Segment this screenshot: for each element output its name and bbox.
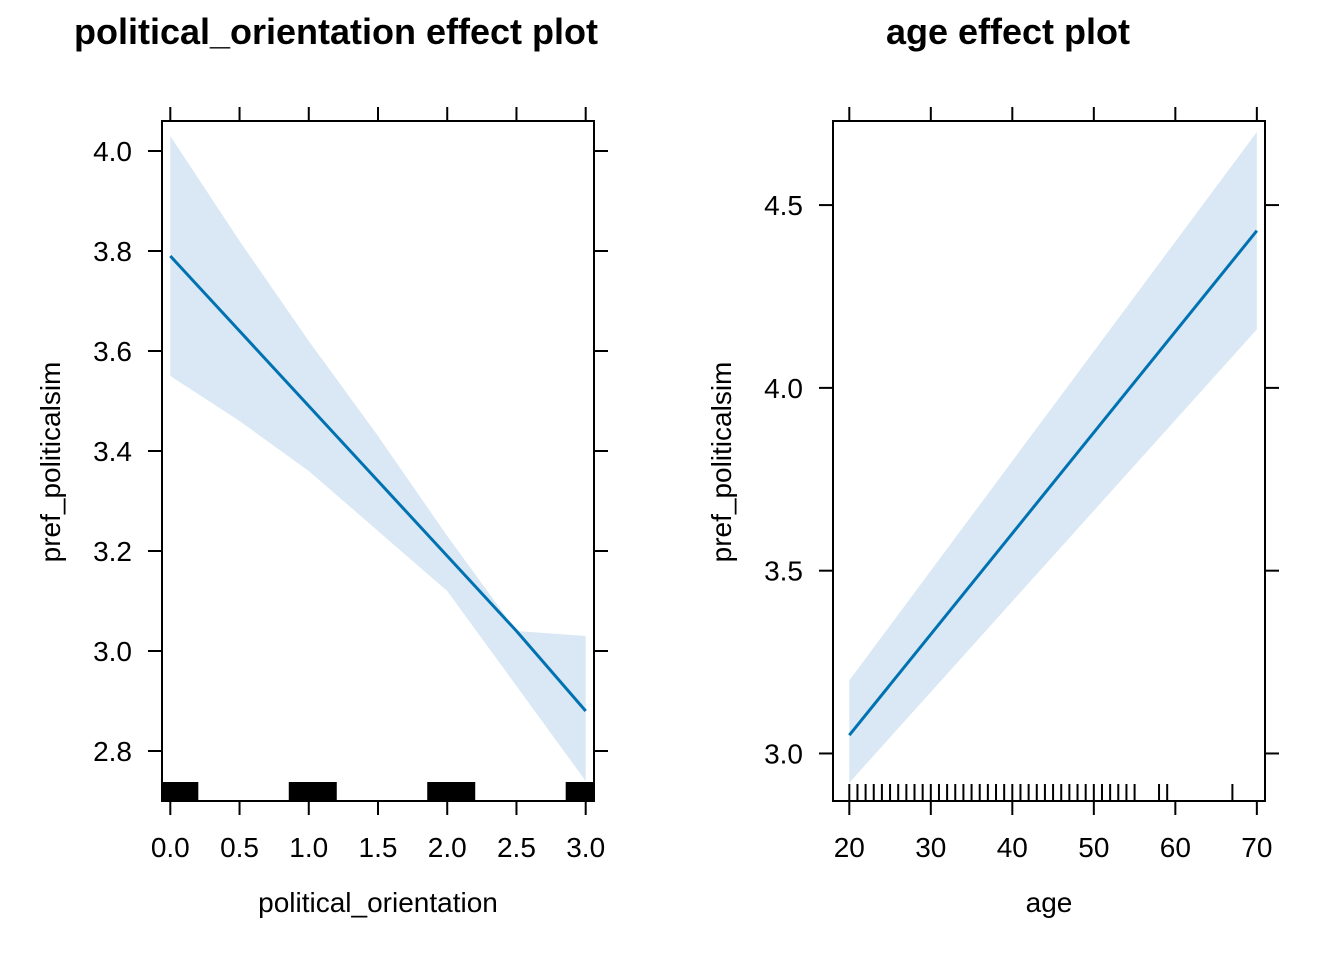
rug-mark <box>288 782 337 801</box>
plot-frame <box>832 120 1266 802</box>
age-panel: age effect plot age pref_politicalsim 20… <box>706 11 1279 918</box>
y-tick-label: 3.0 <box>764 738 803 769</box>
x-tick-label: 2.5 <box>497 832 536 863</box>
x-tick-label: 0.5 <box>220 832 259 863</box>
x-tick-label: 30 <box>915 832 946 863</box>
x-tick-label: 3.0 <box>566 832 605 863</box>
y-axis-label: pref_politicalsim <box>35 362 66 563</box>
y-tick-label: 3.8 <box>93 236 132 267</box>
effect-line <box>169 254 587 712</box>
x-tick-label: 40 <box>997 832 1028 863</box>
x-tick-label: 50 <box>1078 832 1109 863</box>
y-tick-label: 3.6 <box>93 336 132 367</box>
political-orientation-panel: political_orientation effect plot politi… <box>35 11 608 918</box>
y-tick-label: 3.0 <box>93 636 132 667</box>
rug-mark <box>427 782 476 801</box>
confidence-band <box>170 136 586 781</box>
effect-line <box>848 229 1259 737</box>
y-tick-label: 3.5 <box>764 556 803 587</box>
x-tick-label: 70 <box>1241 832 1272 863</box>
y-tick-label: 4.0 <box>764 373 803 404</box>
y-tick-label: 3.4 <box>93 436 132 467</box>
confidence-band <box>849 131 1257 783</box>
y-tick-label: 2.8 <box>93 736 132 767</box>
x-tick-label: 1.0 <box>289 832 328 863</box>
y-axis-label: pref_politicalsim <box>706 362 737 563</box>
rug-mark <box>565 782 594 801</box>
x-tick-label: 2.0 <box>428 832 467 863</box>
panel-title: age effect plot <box>886 11 1130 52</box>
x-axis-label: political_orientation <box>258 887 498 918</box>
x-axis-label: age <box>1026 887 1073 918</box>
rug-mark <box>162 782 199 801</box>
y-tick-label: 4.0 <box>93 136 132 167</box>
x-tick-label: 60 <box>1160 832 1191 863</box>
y-tick-label: 3.2 <box>93 536 132 567</box>
y-tick-label: 4.5 <box>764 190 803 221</box>
x-tick-label: 20 <box>834 832 865 863</box>
panel-title: political_orientation effect plot <box>74 11 598 52</box>
x-tick-label: 1.5 <box>359 832 398 863</box>
x-tick-label: 0.0 <box>151 832 190 863</box>
